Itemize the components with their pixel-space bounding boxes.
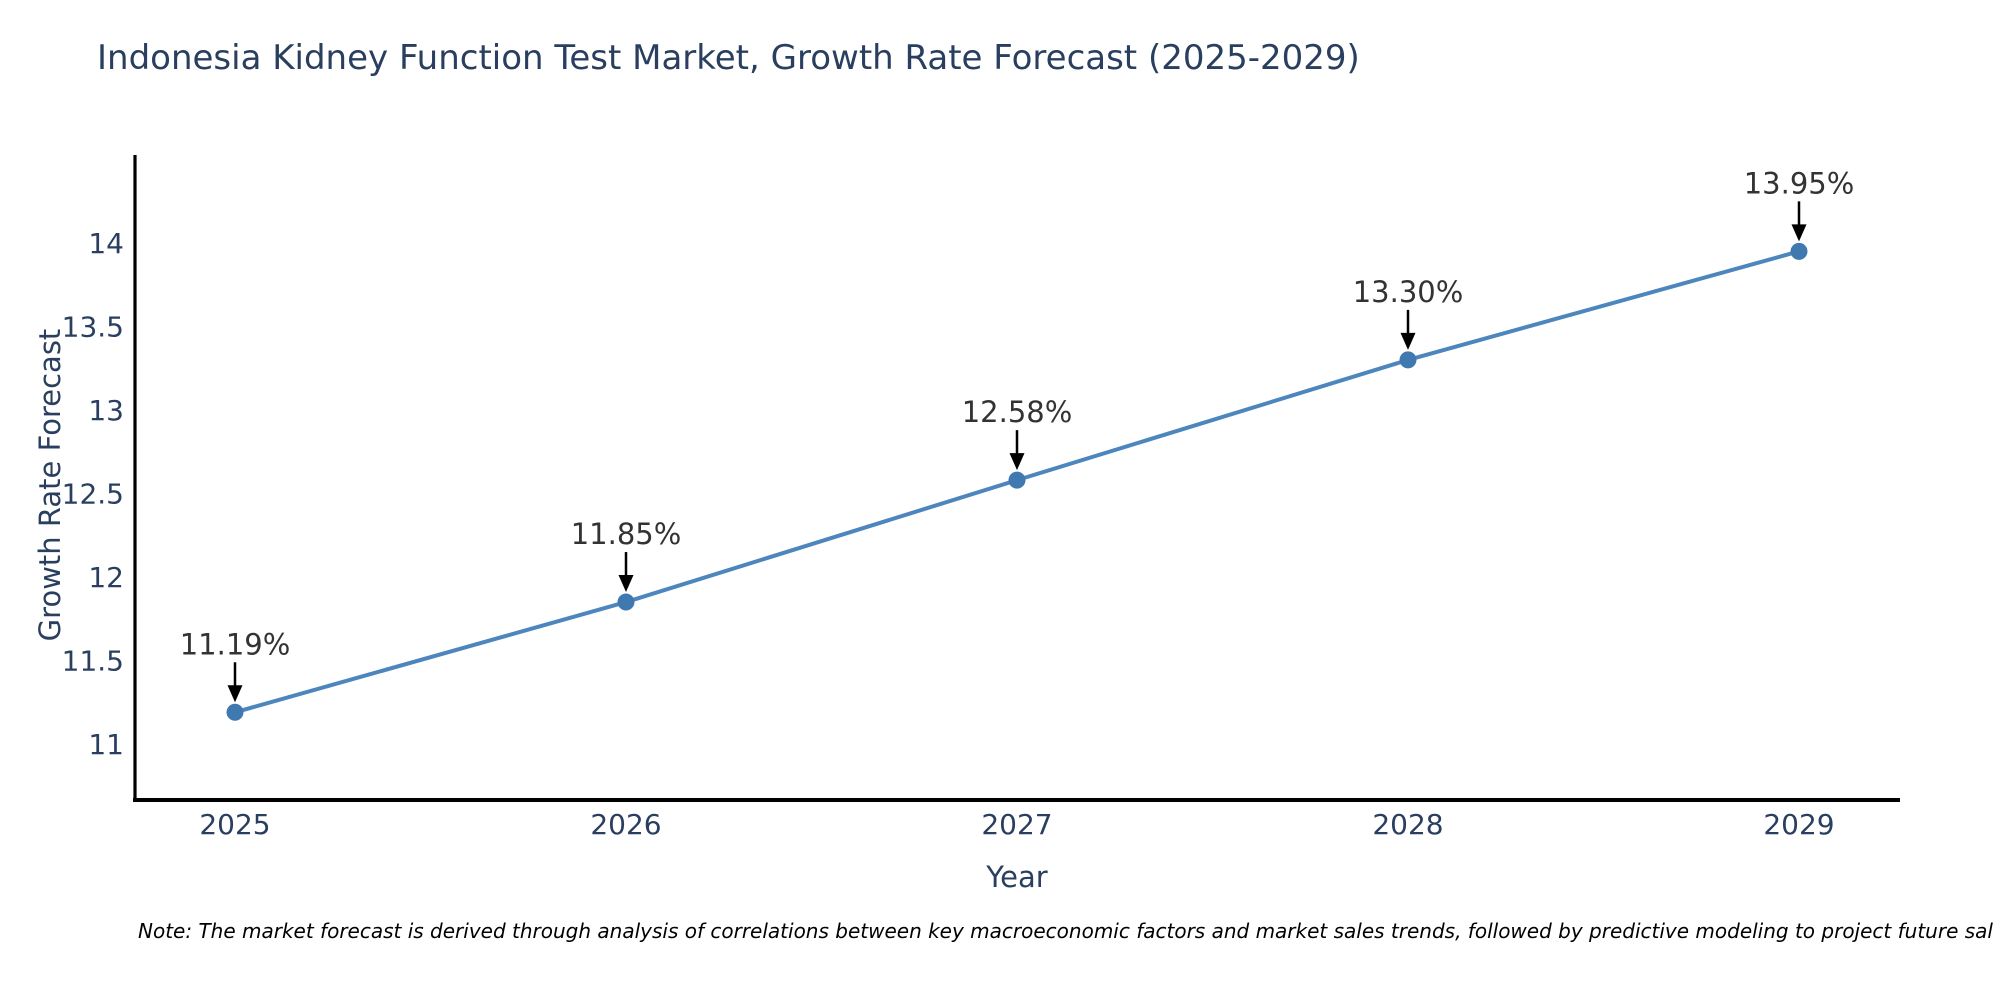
annotation-arrow-head: [1791, 224, 1807, 242]
data-point-marker: [1008, 471, 1026, 489]
annotation-arrow-head: [618, 575, 634, 593]
footnote: Note: The market forecast is derived thr…: [138, 919, 1993, 943]
x-tick-label: 2026: [590, 808, 661, 841]
y-tick-label: 11.5: [62, 645, 124, 678]
data-point-label: 12.58%: [962, 395, 1073, 429]
data-point-label: 13.30%: [1353, 275, 1464, 309]
annotation-arrow-head: [1009, 453, 1025, 471]
x-axis-title: Year: [986, 860, 1048, 894]
y-tick-label: 14: [88, 227, 124, 260]
y-tick-label: 11: [88, 728, 124, 761]
data-point-label: 11.19%: [180, 627, 291, 661]
y-axis-title: Growth Rate Forecast: [33, 328, 67, 642]
chart-title: Indonesia Kidney Function Test Market, G…: [97, 38, 1360, 78]
x-tick-label: 2028: [1372, 808, 1443, 841]
data-point-label: 11.85%: [571, 517, 682, 551]
x-tick-label: 2029: [1763, 808, 1834, 841]
x-tick-label: 2025: [199, 808, 270, 841]
data-point-label: 13.95%: [1744, 166, 1855, 200]
y-tick-label: 13: [88, 394, 124, 427]
y-tick-label: 13.5: [62, 311, 124, 344]
annotation-arrow-head: [227, 685, 243, 703]
data-point-marker: [226, 703, 244, 721]
data-point-marker: [1399, 351, 1417, 369]
x-tick-label: 2027: [981, 808, 1052, 841]
y-tick-label: 12.5: [62, 478, 124, 511]
data-point-marker: [617, 593, 635, 611]
annotation-arrow-head: [1400, 332, 1416, 350]
y-tick-label: 12: [88, 561, 124, 594]
data-point-marker: [1790, 242, 1808, 260]
